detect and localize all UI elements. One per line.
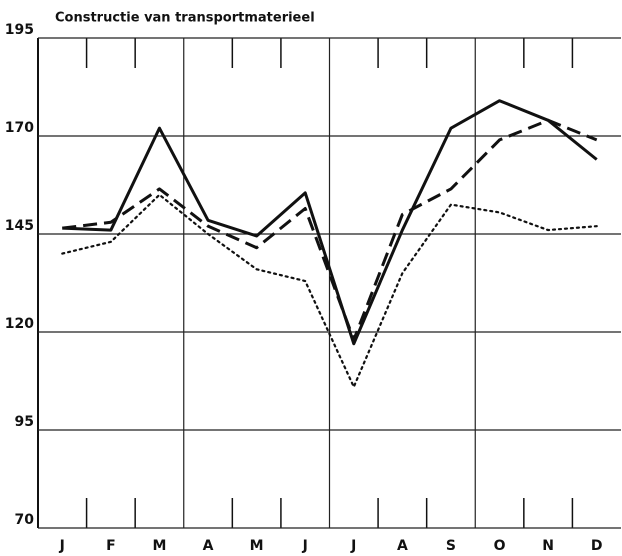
x-tick-label: N xyxy=(542,538,554,554)
x-tick-label: A xyxy=(397,538,408,554)
x-tick-label: S xyxy=(446,538,456,554)
y-tick-label: 195 xyxy=(5,22,34,38)
chart-title: Constructie van transportmaterieel xyxy=(55,11,315,26)
x-tick-label: J xyxy=(59,538,65,554)
x-tick-label: M xyxy=(250,538,264,554)
x-tick-label: F xyxy=(106,538,116,554)
x-tick-label: O xyxy=(494,538,506,554)
x-tick-label: A xyxy=(203,538,214,554)
y-tick-label: 95 xyxy=(15,414,34,430)
x-tick-label: J xyxy=(350,538,356,554)
y-tick-label: 170 xyxy=(5,120,34,136)
x-tick-label: J xyxy=(302,538,308,554)
x-tick-label: D xyxy=(591,538,603,554)
line-series xyxy=(62,99,598,346)
line-series xyxy=(61,193,598,388)
x-tick-label: M xyxy=(152,538,166,554)
y-tick-label: 145 xyxy=(5,218,34,234)
y-tick-label: 70 xyxy=(15,512,35,528)
y-tick-label: 120 xyxy=(5,316,34,332)
